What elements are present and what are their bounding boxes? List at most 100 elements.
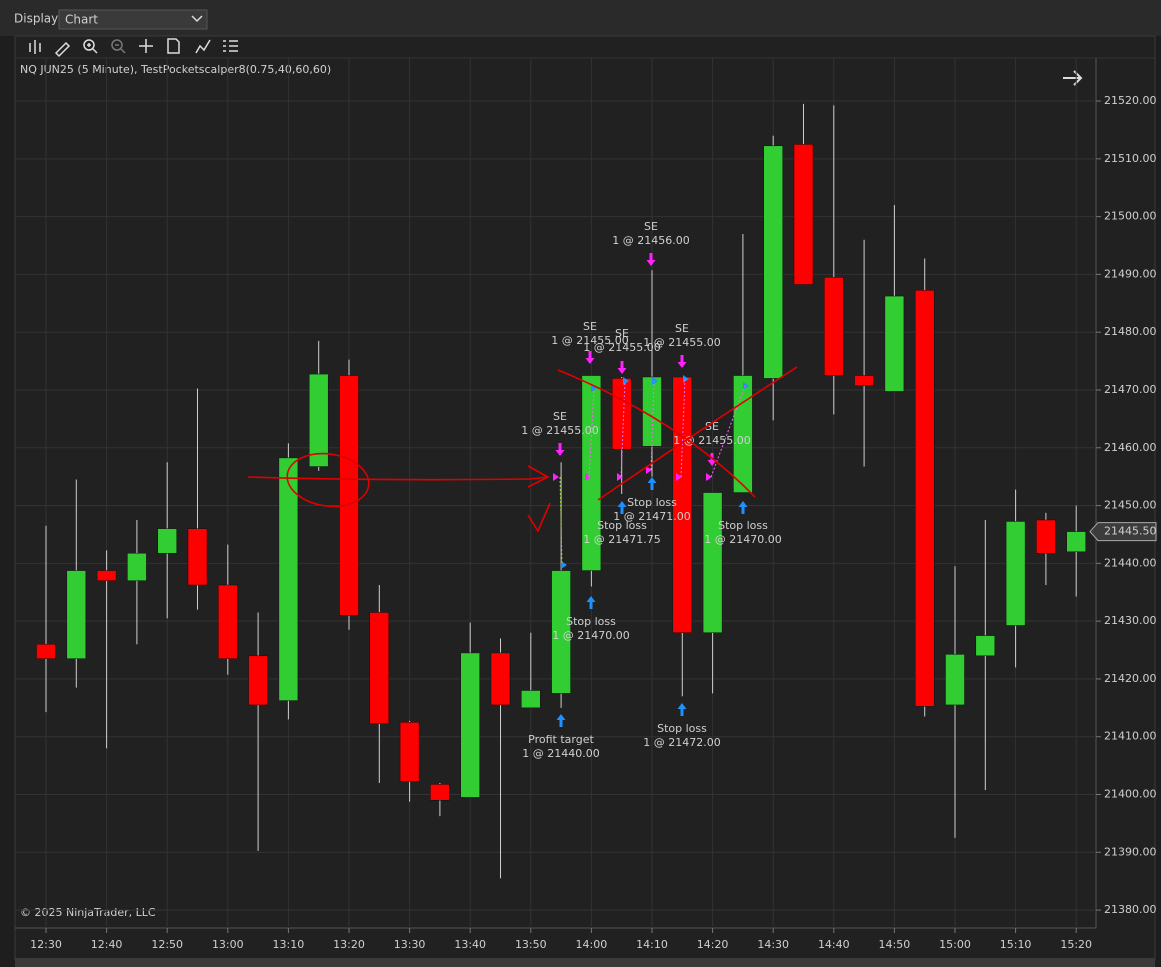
execution-marker: [646, 466, 652, 474]
annotation-detail: 1 @ 21470.00: [704, 533, 781, 546]
y-tick-label: 21380.00: [1104, 903, 1157, 916]
candle-body: [642, 376, 662, 447]
candle-body: [1036, 519, 1056, 554]
x-tick-label: 14:00: [576, 938, 608, 951]
instrument-label: NQ JUN25 (5 Minute), TestPocketscalper8(…: [20, 63, 331, 76]
annotation-detail: 1 @ 21471.75: [583, 533, 660, 546]
x-tick-label: 14:40: [818, 938, 850, 951]
candle-body: [66, 570, 87, 659]
y-tick-label: 21510.00: [1104, 152, 1157, 165]
y-tick-label: 21440.00: [1104, 556, 1157, 569]
icon-indicators[interactable]: [195, 39, 211, 54]
candle-body: [914, 290, 935, 707]
candle-body: [763, 145, 783, 379]
candle-body: [96, 570, 117, 581]
hand-drawings: [247, 366, 798, 533]
icon-zoom-in[interactable]: [83, 39, 95, 51]
candle-body: [490, 652, 511, 706]
candle-body: [460, 652, 480, 798]
x-tick-label: 14:50: [879, 938, 911, 951]
annotation-title: SE: [705, 420, 719, 433]
scrollbar[interactable]: [15, 958, 1155, 967]
annotation-title: SE: [615, 327, 629, 340]
candle-body: [127, 552, 147, 581]
candle-body: [399, 722, 420, 782]
last-price-label: 21445.50: [1104, 525, 1157, 538]
execution-marker: [676, 473, 682, 481]
candle-body: [157, 528, 177, 554]
trade-arrow: [646, 253, 656, 266]
icon-properties[interactable]: [167, 38, 180, 54]
y-tick-label: 21410.00: [1104, 730, 1157, 743]
icon-bars[interactable]: [29, 40, 41, 54]
candle-body: [248, 655, 268, 706]
annotation-title: Stop loss: [657, 722, 707, 735]
execution-marker: [617, 473, 623, 481]
hand-arrowhead: [527, 465, 550, 488]
y-tick-label: 21400.00: [1104, 788, 1157, 801]
annotation-detail: 1 @ 21470.00: [552, 629, 629, 642]
y-tick-label: 21450.00: [1104, 499, 1157, 512]
candle-body: [884, 295, 905, 392]
x-tick-label: 13:40: [454, 938, 486, 951]
plot: 21380.00 21390.00 21400.00 21410.00 21420.00…: [15, 58, 1157, 951]
copyright: © 2025 NinjaTrader, LLC: [20, 906, 156, 919]
hand-arrow: [247, 476, 549, 481]
y-tick-label: 21490.00: [1104, 267, 1157, 280]
annotation-detail: 1 @ 21440.00: [522, 747, 599, 760]
y-tick-label: 21460.00: [1104, 441, 1157, 454]
annotation-detail: 1 @ 21455.00: [521, 424, 598, 437]
y-tick-label: 21420.00: [1104, 672, 1157, 685]
candle-body: [854, 375, 874, 386]
trade-arrow: [677, 703, 687, 716]
trade-connector: [680, 378, 686, 478]
trade-arrow: [677, 355, 687, 368]
annotation-title: Stop loss: [627, 496, 677, 509]
annotation-detail: 1 @ 21471.00: [613, 510, 690, 523]
x-tick-label: 13:00: [212, 938, 244, 951]
x-tick-label: 15:20: [1060, 938, 1092, 951]
display-label: Display: [14, 12, 58, 26]
x-tick-label: 12:50: [151, 938, 183, 951]
y-tick-label: 21470.00: [1104, 383, 1157, 396]
y-tick-label: 21390.00: [1104, 845, 1157, 858]
execution-marker: [585, 473, 591, 481]
trade-arrow: [586, 596, 596, 609]
icon-draw[interactable]: [54, 41, 71, 58]
annotation-title: SE: [675, 322, 689, 335]
last-price-tag: [1089, 522, 1157, 542]
trade-arrow: [617, 501, 627, 514]
icon-crosshair[interactable]: [139, 39, 153, 53]
candle-body: [975, 635, 996, 657]
annotation-title: Stop loss: [718, 519, 768, 532]
trade-arrow: [617, 361, 627, 374]
trade-arrow: [707, 453, 717, 466]
toolbar-icons: [29, 38, 238, 58]
candle-body: [581, 375, 602, 571]
x-tick-label: 14:10: [636, 938, 668, 951]
execution-marker: [561, 561, 567, 569]
hand-cross-1: [557, 369, 756, 498]
trade-connector: [650, 380, 655, 471]
trade-arrow: [647, 477, 657, 490]
x-tick-label: 12:40: [91, 938, 123, 951]
hand-cross-2: [597, 366, 798, 501]
candle-body: [187, 528, 208, 586]
trade-arrow: [556, 714, 566, 727]
y-tick-label: 21520.00: [1104, 94, 1157, 107]
candle-body: [551, 570, 571, 694]
execution-marker: [743, 382, 749, 390]
candle-body: [430, 784, 450, 801]
candle-body: [1005, 521, 1026, 626]
candle-body: [702, 492, 723, 633]
chart-select[interactable]: [58, 9, 208, 30]
chart-select-value: Chart: [65, 13, 98, 27]
icon-list[interactable]: [223, 40, 238, 52]
x-tick-label: 13:10: [273, 938, 305, 951]
candle-body: [1066, 531, 1086, 553]
icon-zoom-out[interactable]: [111, 39, 123, 51]
y-tick-label: 21500.00: [1104, 210, 1157, 223]
annotation-detail: 1 @ 21455.00: [583, 341, 660, 354]
